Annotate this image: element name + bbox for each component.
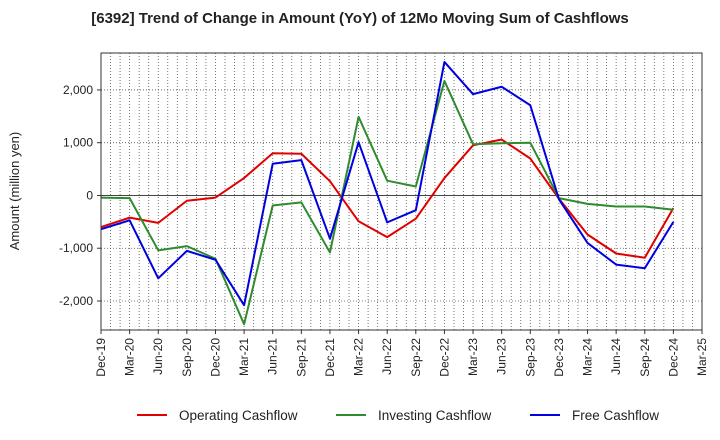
legend-item-investing-cashflow: Investing Cashflow	[336, 405, 491, 425]
x-tick-label: Dec-23	[552, 338, 566, 377]
legend-item-free-cashflow: Free Cashflow	[530, 405, 659, 425]
x-tick-label: Dec-20	[208, 338, 222, 377]
x-tick-label: Dec-24	[666, 338, 680, 377]
x-tick-label: Jun-20	[151, 338, 165, 375]
legend-swatch-free	[530, 414, 560, 416]
y-tick-label: 0	[86, 188, 93, 202]
y-axis-label: Amount (million yen)	[7, 132, 22, 251]
legend-item-operating-cashflow: Operating Cashflow	[137, 405, 298, 425]
x-tick-label: Dec-21	[323, 338, 337, 377]
x-tick-label: Mar-22	[352, 338, 366, 376]
x-tick-label: Sep-22	[409, 338, 423, 377]
x-tick-label: Jun-24	[609, 338, 623, 375]
chart-legend: Operating Cashflow Investing Cashflow Fr…	[0, 405, 720, 425]
x-tick-label: Dec-22	[437, 338, 451, 377]
series-line-investing-cashflow	[100, 79, 674, 326]
x-tick-label: Mar-23	[466, 338, 480, 376]
chart-title: [6392] Trend of Change in Amount (YoY) o…	[91, 10, 629, 27]
y-tick-label: 2,000	[63, 83, 93, 97]
x-tick-label: Sep-23	[523, 338, 537, 377]
x-tick-label: Dec-19	[94, 338, 108, 377]
y-tick-label: -1,000	[59, 241, 93, 255]
x-tick-label: Mar-20	[123, 338, 137, 376]
legend-swatch-operating	[137, 414, 167, 416]
legend-label-free: Free Cashflow	[572, 407, 660, 423]
legend-label-operating: Operating Cashflow	[179, 407, 298, 423]
y-tick-label: -2,000	[59, 294, 93, 308]
series-line-operating-cashflow	[100, 138, 675, 259]
legend-label-investing: Investing Cashflow	[378, 407, 492, 423]
x-tick-label: Mar-24	[581, 338, 595, 376]
x-tick-label: Jun-22	[380, 338, 394, 375]
series-line-free-cashflow	[100, 60, 675, 307]
x-tick-label: Jun-21	[266, 338, 280, 375]
legend-swatch-investing	[336, 414, 366, 416]
x-tick-label: Sep-24	[638, 338, 652, 377]
x-tick-label: Jun-23	[495, 338, 509, 375]
y-tick-label: 1,000	[63, 136, 93, 150]
x-tick-label: Mar-21	[237, 338, 251, 376]
plot-frame	[100, 52, 703, 331]
x-tick-label: Mar-25	[695, 338, 709, 376]
x-tick-label: Sep-21	[294, 338, 308, 377]
plot-area	[101, 53, 702, 330]
x-tick-label: Sep-20	[180, 338, 194, 377]
